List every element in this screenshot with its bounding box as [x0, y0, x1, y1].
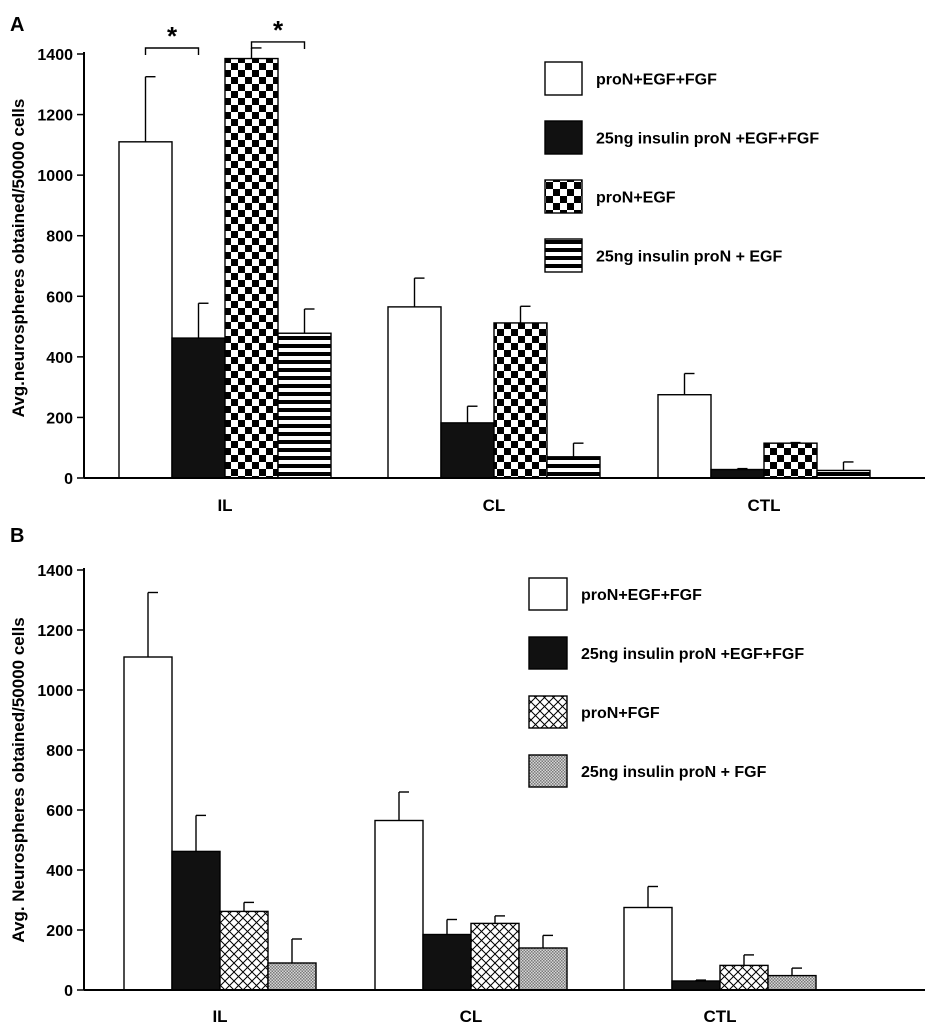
y-tick-label: 0: [64, 983, 73, 1000]
y-ticks: 0 200 400 600 800 1000 1200 1400: [37, 563, 84, 1000]
legend: proN+EGF+FGF 25ng insulin proN +EGF+FGF pr…: [528, 577, 804, 788]
bar: [440, 422, 495, 479]
y-tick-label: 1200: [37, 623, 73, 640]
panel-a: A Avg.neurospheres obtained/50000 cells …: [9, 14, 925, 515]
panel-b: B Avg. Neurospheres obtained/50000 cells…: [9, 525, 925, 1026]
y-tick-label: 800: [46, 743, 73, 760]
legend-swatch: [528, 695, 568, 729]
legend-label: 25ng insulin proN + FGF: [581, 764, 767, 781]
legend-swatch: [544, 179, 583, 214]
legend-label: 25ng insulin proN + EGF: [596, 249, 782, 266]
x-tick-labels: IL CL CTL: [212, 1007, 736, 1026]
legend-label: 25ng insulin proN +EGF+FGF: [596, 131, 819, 148]
bar: [493, 322, 548, 479]
bar: [767, 974, 817, 991]
x-tick-labels: IL CL CTL: [217, 496, 780, 515]
bar: [224, 57, 279, 479]
bar: [623, 906, 673, 991]
y-tick-label: 800: [46, 229, 73, 246]
x-tick-label: CL: [483, 496, 506, 515]
legend-swatch: [528, 754, 568, 788]
legend-swatch: [544, 120, 583, 155]
y-axis-label: Avg.neurospheres obtained/50000 cells: [9, 99, 28, 418]
bar: [171, 850, 221, 991]
bar: [267, 962, 317, 991]
bar: [710, 468, 765, 479]
y-tick-label: 1400: [37, 47, 73, 64]
y-tick-label: 600: [46, 289, 73, 306]
legend-swatch: [544, 61, 583, 96]
panel-label: B: [10, 525, 24, 547]
bar: [123, 656, 173, 991]
legend-label: 25ng insulin proN +EGF+FGF: [581, 646, 804, 663]
axes: [83, 52, 925, 479]
y-ticks: 0 200 400 600 800 1000 1200 1400: [37, 47, 84, 488]
bar: [816, 469, 871, 479]
bar: [374, 819, 424, 991]
bar: [387, 306, 442, 479]
bar: [763, 442, 818, 479]
bar: [422, 933, 472, 991]
bar: [546, 456, 601, 479]
significance-star: *: [273, 15, 284, 45]
bar: [719, 964, 769, 991]
significance-bracket: [250, 41, 306, 49]
bar: [219, 910, 269, 991]
bar: [671, 980, 721, 991]
x-tick-label: CTL: [703, 1007, 736, 1026]
y-tick-label: 1200: [37, 108, 73, 125]
y-tick-label: 200: [46, 410, 73, 427]
bar: [657, 394, 712, 479]
legend-label: proN+EGF: [596, 190, 676, 207]
x-tick-label: IL: [212, 1007, 227, 1026]
bar: [518, 947, 568, 991]
legend: proN+EGF+FGF 25ng insulin proN +EGF+FGF pr…: [544, 61, 819, 273]
legend-swatch: [528, 636, 568, 670]
y-tick-label: 1000: [37, 168, 73, 185]
legend-label: proN+EGF+FGF: [581, 587, 702, 604]
bar: [171, 337, 226, 479]
y-tick-label: 1400: [37, 563, 73, 580]
x-tick-label: CL: [460, 1007, 483, 1026]
axes: [83, 568, 925, 991]
y-tick-label: 0: [64, 471, 73, 488]
bar: [470, 922, 520, 991]
x-tick-label: IL: [217, 496, 232, 515]
y-tick-label: 400: [46, 863, 73, 880]
significance-star: *: [167, 21, 178, 51]
bar: [277, 332, 332, 479]
legend-label: proN+FGF: [581, 705, 660, 722]
legend-swatch: [528, 577, 568, 611]
y-tick-label: 200: [46, 923, 73, 940]
bar: [118, 141, 173, 479]
y-tick-label: 1000: [37, 683, 73, 700]
y-axis-label: Avg. Neurospheres obtained/50000 cells: [9, 617, 28, 942]
panel-label: A: [10, 14, 24, 36]
legend-swatch: [544, 238, 583, 273]
legend-label: proN+EGF+FGF: [596, 72, 717, 89]
x-tick-label: CTL: [747, 496, 780, 515]
bars: [118, 47, 871, 479]
y-tick-label: 600: [46, 803, 73, 820]
significance-bracket: [144, 47, 200, 55]
y-tick-label: 400: [46, 350, 73, 367]
significance-annotations: * *: [144, 15, 306, 55]
